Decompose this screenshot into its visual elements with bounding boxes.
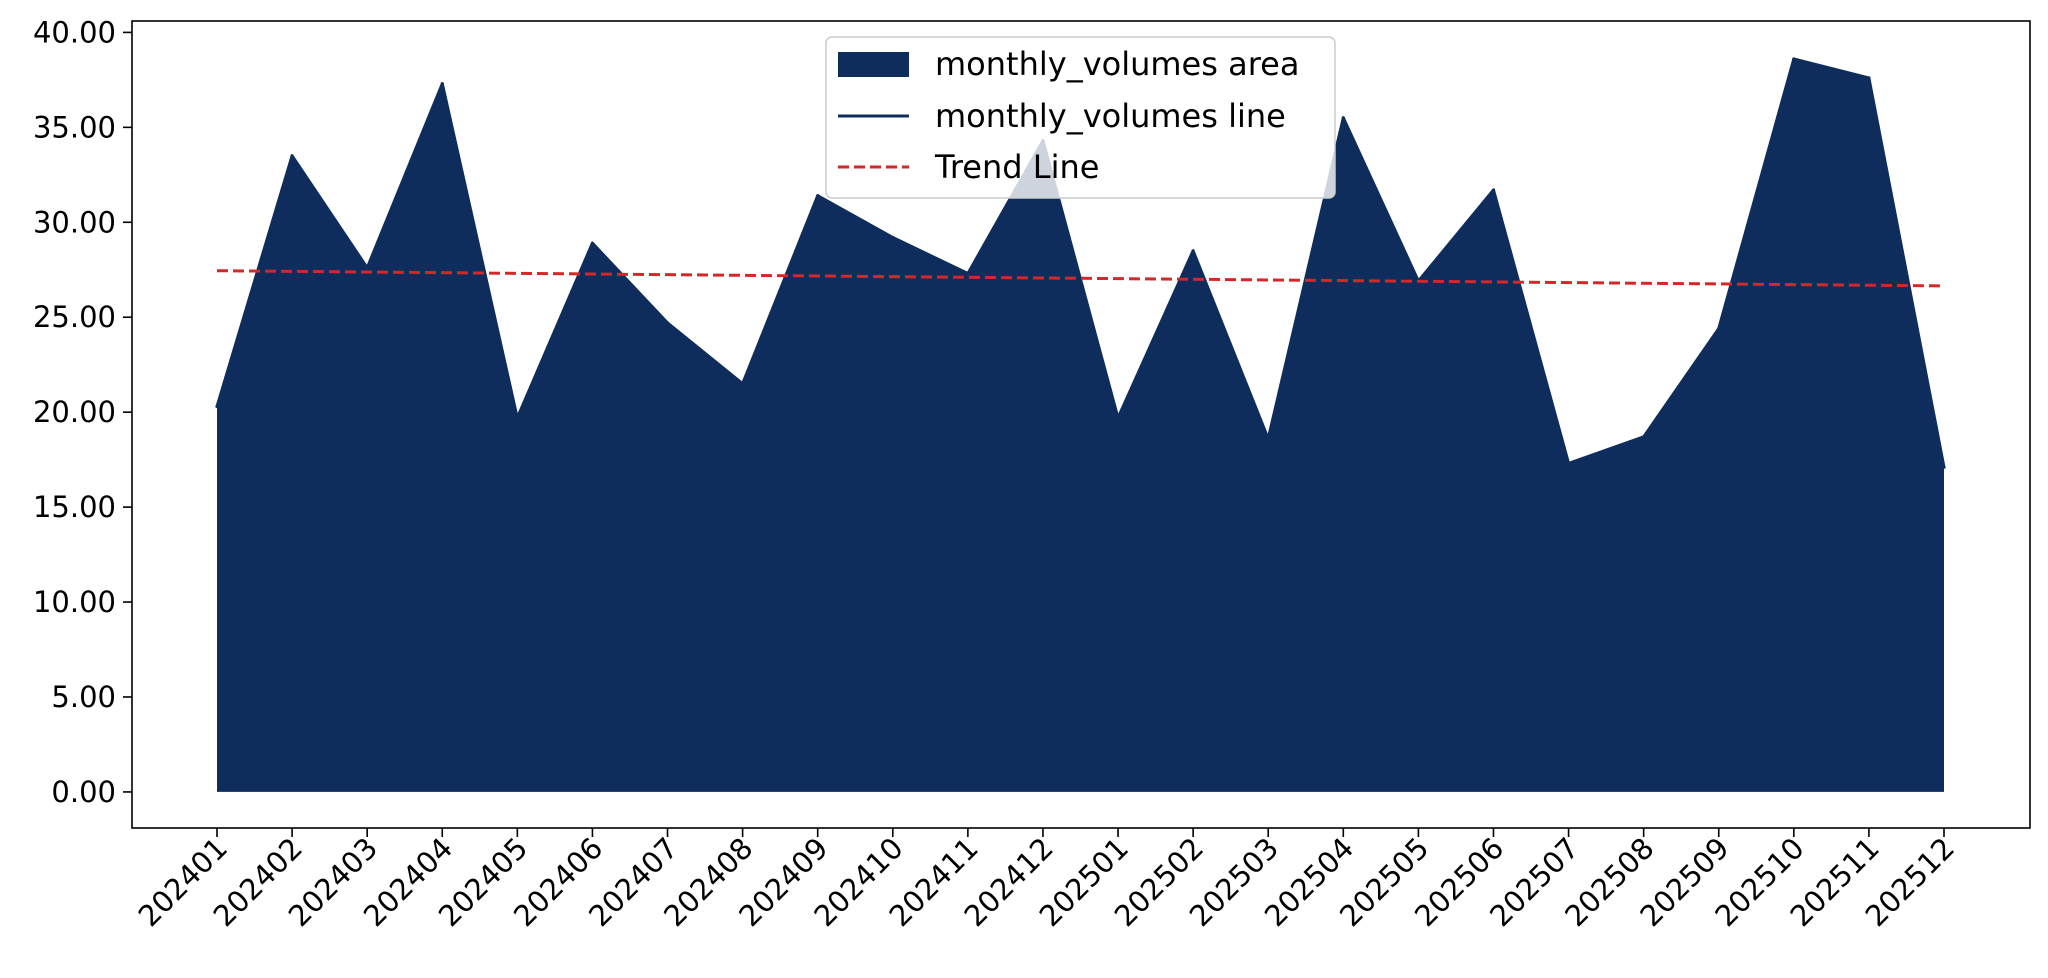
legend-label-trend: Trend Line: [934, 148, 1099, 186]
x-axis: 2024012024022024032024042024052024062024…: [132, 828, 1961, 933]
y-tick-label: 0.00: [51, 775, 116, 809]
y-tick-label: 30.00: [33, 205, 116, 239]
data-point: [365, 266, 369, 270]
plot-frame: [131, 20, 2031, 829]
data-point: [665, 321, 670, 325]
data-point: [1942, 465, 1946, 469]
y-tick-label: 25.00: [33, 300, 116, 334]
data-point: [1116, 416, 1120, 420]
legend-label-area: monthly_volumes area: [935, 45, 1299, 83]
data-point: [1191, 249, 1195, 253]
y-tick-label: 10.00: [33, 585, 116, 619]
data-point: [966, 271, 970, 276]
data-point: [515, 416, 519, 420]
y-tick-label: 5.00: [51, 680, 116, 714]
legend-swatch-area: [838, 52, 909, 77]
data-point: [1266, 437, 1270, 441]
legend-box: [825, 36, 1336, 199]
y-tick-label: 35.00: [33, 110, 116, 144]
data-point: [290, 154, 294, 158]
data-point: [1642, 435, 1646, 439]
series-area-monthly-volumes: [217, 59, 1944, 792]
data-point: [1792, 57, 1796, 61]
y-axis: 0.00 5.00 10.00 15.00 20.00 25.00 30.00 35.00 40…: [33, 15, 132, 809]
data-point: [1867, 76, 1871, 80]
y-tick-label: 40.00: [33, 15, 116, 49]
y-tick-label: 15.00: [33, 490, 116, 524]
plot-area: [215, 57, 1946, 792]
data-point: [891, 235, 895, 240]
data-point: [440, 82, 444, 86]
legend: monthly_volumes area monthly_volumes line…: [825, 36, 1336, 199]
legend-label-line: monthly_volumes line: [935, 97, 1286, 135]
data-point: [215, 404, 219, 409]
data-point: [1717, 327, 1721, 331]
y-tick-label: 20.00: [33, 395, 116, 429]
data-point: [741, 382, 745, 386]
data-point: [816, 194, 820, 198]
data-point: [1567, 461, 1571, 465]
data-point: [590, 241, 595, 245]
data-point: [1341, 116, 1345, 120]
series-line-monthly-volumes: [215, 57, 1946, 468]
data-point: [1491, 188, 1496, 192]
